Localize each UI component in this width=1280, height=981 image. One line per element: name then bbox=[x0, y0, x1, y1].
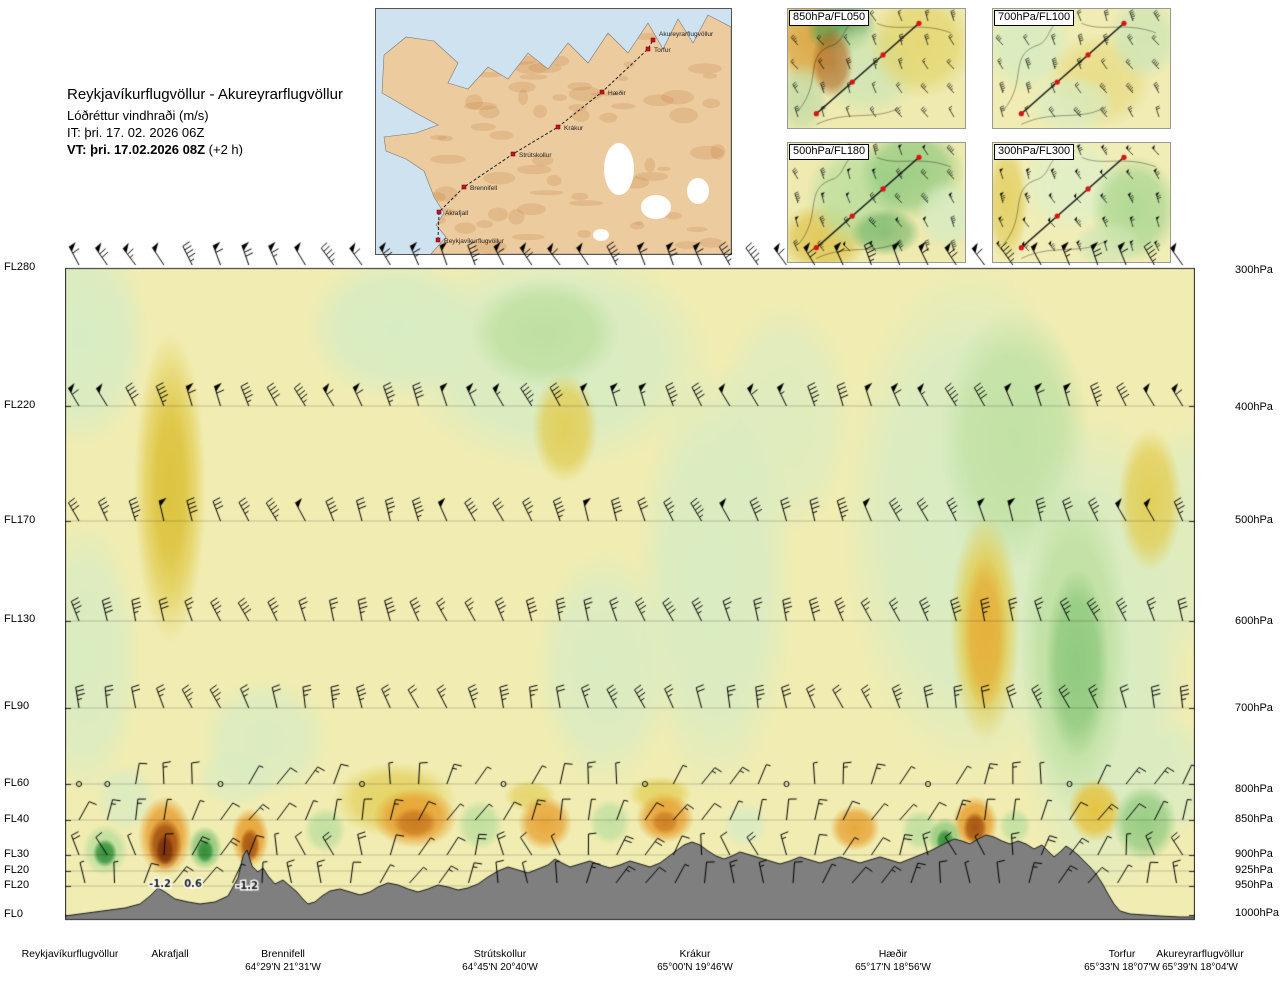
pressure-level-label: 1000hPa bbox=[1235, 907, 1280, 919]
map-canvas-700hpa bbox=[993, 9, 1170, 128]
pressure-level-label: 700hPa bbox=[1235, 702, 1273, 714]
station-coordinates: 65°17'N 18°56'W bbox=[855, 962, 931, 973]
map-panel-850hpa: 850hPa/FL050 bbox=[787, 8, 966, 129]
pressure-level-label: 500hPa bbox=[1235, 514, 1273, 526]
valid-time-offset: (+2 h) bbox=[205, 141, 243, 157]
flight-level-label: FL90 bbox=[4, 700, 30, 712]
flight-level-label: FL220 bbox=[4, 399, 36, 411]
route-waypoint-marker bbox=[461, 184, 467, 190]
pressure-level-label: 925hPa bbox=[1235, 864, 1273, 876]
valid-time-bold: VT: þri. 17.02.2026 08Z bbox=[67, 141, 206, 157]
flight-level-label: FL20 bbox=[4, 864, 30, 876]
flight-level-label: FL170 bbox=[4, 514, 36, 526]
station-coordinates: 64°45'N 20°40'W bbox=[462, 962, 538, 973]
station-coordinates: 65°33'N 18°07'W bbox=[1084, 962, 1160, 973]
station-name: Krákur bbox=[679, 948, 711, 960]
panel-label-850hpa: 850hPa/FL050 bbox=[789, 10, 870, 26]
flight-level-label: FL30 bbox=[4, 848, 30, 860]
route-map-svg: ReykjavíkurflugvöllurAkrafjallBrennifell… bbox=[376, 9, 732, 255]
route-waypoint-label: Brennifell bbox=[470, 185, 498, 192]
flight-level-label: FL40 bbox=[4, 813, 30, 825]
map-canvas-850hpa bbox=[788, 9, 965, 128]
flight-level-label: FL60 bbox=[4, 777, 30, 789]
route-waypoint-marker bbox=[650, 37, 656, 43]
station-name: Akrafjall bbox=[151, 948, 189, 960]
pressure-level-label: 850hPa bbox=[1235, 813, 1273, 825]
flight-level-label: FL280 bbox=[4, 261, 36, 273]
pressure-level-label: 950hPa bbox=[1235, 879, 1273, 891]
route-waypoint-marker bbox=[599, 89, 605, 95]
flight-level-label: FL0 bbox=[4, 908, 23, 920]
route-waypoint-label: Strútskollur bbox=[519, 152, 552, 159]
panel-label-300hpa: 300hPa/FL300 bbox=[994, 144, 1075, 160]
pressure-level-label: 800hPa bbox=[1235, 783, 1273, 795]
station-name: Hæðir bbox=[878, 948, 908, 960]
map-panel-700hpa: 700hPa/FL100 bbox=[992, 8, 1171, 129]
pressure-level-label: 900hPa bbox=[1235, 848, 1273, 860]
route-waypoint-label: Krákur bbox=[564, 125, 584, 132]
route-waypoint-marker bbox=[555, 124, 561, 130]
pressure-level-label: 400hPa bbox=[1235, 401, 1273, 413]
route-waypoint-marker bbox=[510, 151, 516, 157]
station-name: Strútskollur bbox=[473, 948, 527, 960]
pressure-level-label: 300hPa bbox=[1235, 264, 1273, 276]
flight-level-axis: FL280 FL220 FL170 FL130 FL90 FL60 FL40 FL30 FL20… bbox=[4, 0, 64, 981]
route-waypoint-marker bbox=[436, 209, 442, 215]
station-name: Akureyrarflugvöllur bbox=[1156, 948, 1244, 960]
flight-level-label: FL130 bbox=[4, 613, 36, 625]
panel-label-700hpa: 700hPa/FL100 bbox=[994, 10, 1075, 26]
cross-section-canvas bbox=[65, 238, 1195, 922]
route-waypoint-label: Akureyrarflugvöllur bbox=[659, 31, 714, 38]
station-coordinates: 64°29'N 21°31'W bbox=[245, 962, 321, 973]
flight-level-label: FL20 bbox=[4, 879, 30, 891]
init-time: IT: þri. 17. 02. 2026 06Z bbox=[67, 124, 205, 140]
valid-time: VT: þri. 17.02.2026 08Z (+2 h) bbox=[67, 142, 343, 159]
station-name: Reykjavíkurflugvöllur bbox=[21, 948, 119, 960]
station-coordinates: 65°39'N 18°04'W bbox=[1162, 962, 1238, 973]
route-waypoint-label: Hæðir bbox=[608, 89, 627, 97]
route-overview-map: ReykjavíkurflugvöllurAkrafjallBrennifell… bbox=[375, 8, 732, 255]
route-waypoint-label: Torfur bbox=[654, 47, 671, 54]
station-coordinates: 65°00'N 19°46'W bbox=[657, 962, 733, 973]
panel-label-500hpa: 500hPa/FL180 bbox=[789, 144, 870, 160]
station-name: Brennifell bbox=[261, 948, 305, 960]
pressure-level-label: 600hPa bbox=[1235, 615, 1273, 627]
route-waypoint-marker bbox=[645, 46, 651, 52]
pressure-axis: 300hPa 400hPa 500hPa 600hPa 700hPa 800hPa 850h… bbox=[1235, 0, 1279, 981]
station-name: Torfur bbox=[1108, 948, 1136, 960]
chart-subtitle: Lóðréttur vindhraði (m/s) bbox=[67, 108, 209, 123]
route-waypoint-label: Akrafjall bbox=[445, 210, 469, 217]
page-title: Reykjavíkurflugvöllur - Akureyrarflugvöl… bbox=[67, 86, 343, 103]
chart-header: Reykjavíkurflugvöllur - Akureyrarflugvöl… bbox=[67, 86, 343, 159]
